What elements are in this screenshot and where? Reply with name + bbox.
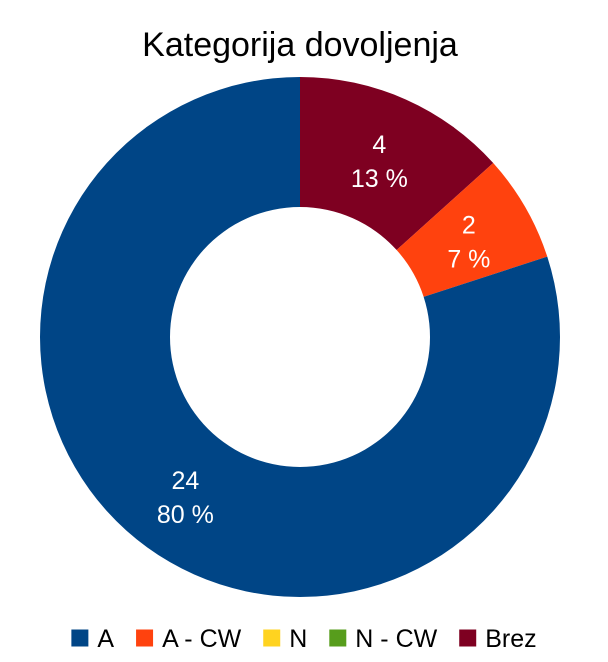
legend: A A - CW N N - CW Brez	[71, 625, 537, 653]
slice-a-cw	[396, 163, 548, 297]
slice-a-value-label: 24	[171, 467, 199, 495]
legend-swatch-brez	[459, 629, 477, 647]
slice-brez-percent-label: 13 %	[351, 165, 408, 193]
chart-title: Kategorija dovoljenja	[142, 26, 458, 64]
legend-label-n: N	[289, 625, 307, 653]
legend-label-n-cw: N - CW	[355, 625, 437, 653]
legend-swatch-n	[263, 629, 281, 647]
slice-brez	[300, 77, 494, 251]
slice-a-cw-percent-label: 7 %	[447, 246, 490, 274]
slice-a-percent-label: 80 %	[157, 501, 214, 529]
legend-swatch-a-cw	[136, 629, 154, 647]
slice-brez-value-label: 4	[372, 131, 386, 159]
legend-label-a: A	[97, 625, 114, 653]
legend-label-a-cw: A - CW	[162, 625, 242, 653]
legend-swatch-n-cw	[329, 629, 347, 647]
slice-a	[40, 76, 561, 597]
legend-label-brez: Brez	[485, 625, 536, 653]
donut-slices	[40, 76, 561, 597]
slice-a-cw-value-label: 2	[462, 212, 476, 240]
slice-labels: 4 13 % 2 7 % 24 80 %	[157, 131, 491, 529]
legend-swatch-a	[71, 629, 89, 647]
